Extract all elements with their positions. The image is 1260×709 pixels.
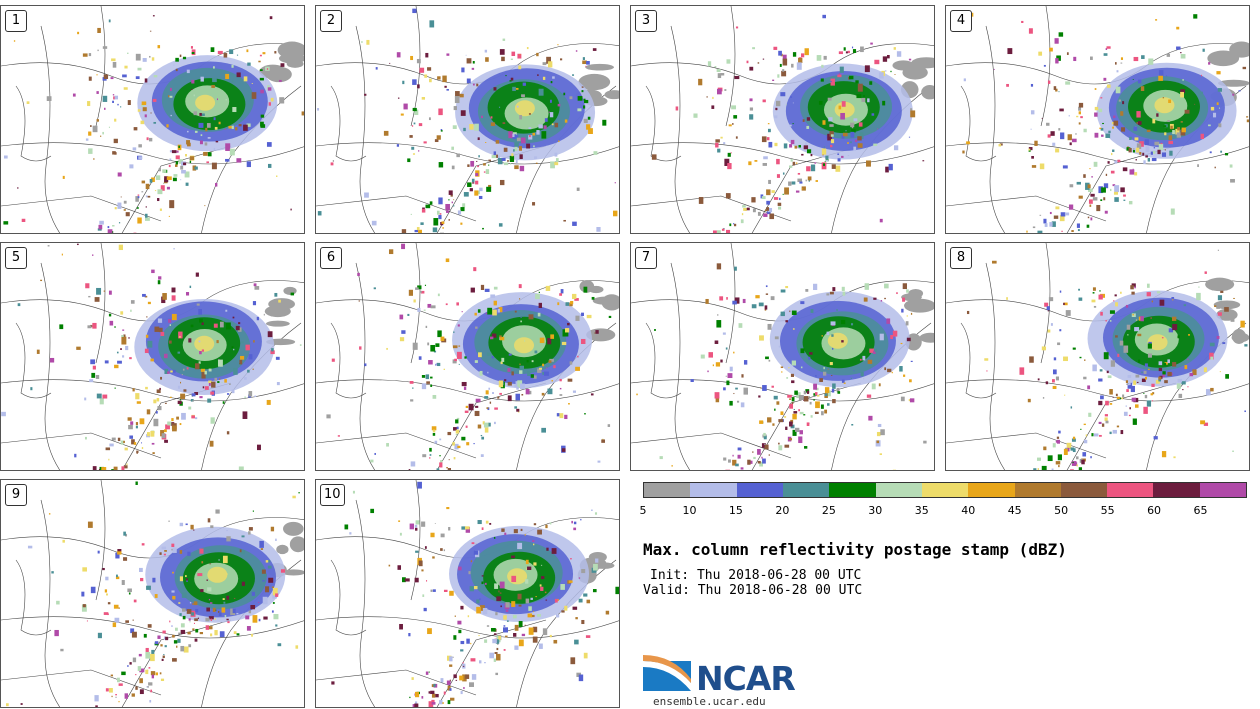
member-panel-10: 10: [315, 479, 620, 708]
reflectivity-map: [1, 480, 304, 707]
colorbar-segment: [921, 483, 969, 497]
reflectivity-map: [316, 243, 619, 470]
panel-label: 6: [320, 247, 342, 269]
member-panel-1: 1: [0, 5, 305, 234]
colorbar-segment: [875, 483, 922, 497]
member-panel-9: 9: [0, 479, 305, 708]
colorbar-tick-label: 65: [1193, 504, 1208, 517]
panel-label: 10: [320, 484, 345, 506]
colorbar-tick-label: 5: [639, 504, 647, 517]
colorbar-segment: [690, 483, 737, 497]
panel-label: 5: [5, 247, 27, 269]
colorbar-ticks: 5 10 15 20 25 30 35 40 45 50 55 60 65: [639, 504, 1247, 518]
member-panel-4: 4: [945, 5, 1250, 234]
panel-label: 3: [635, 10, 657, 32]
colorbar-segment: [644, 483, 691, 497]
ncar-logo-icon: [643, 655, 691, 691]
figure-title: Max. column reflectivity postage stamp (…: [643, 540, 1067, 559]
reflectivity-colorbar: [643, 482, 1247, 498]
reflectivity-map: [631, 6, 934, 233]
panel-label: 9: [5, 484, 27, 506]
reflectivity-map: [631, 243, 934, 470]
colorbar-segment: [736, 483, 783, 497]
colorbar-segment: [1014, 483, 1061, 497]
colorbar-tick-label: 50: [1054, 504, 1069, 517]
colorbar-segment: [968, 483, 1015, 497]
ncar-logo-text: NCAR: [696, 659, 796, 698]
colorbar-segment: [1060, 483, 1108, 497]
reflectivity-map: [1, 6, 304, 233]
reflectivity-map: [946, 6, 1249, 233]
panel-label: 8: [950, 247, 972, 269]
member-panel-3: 3: [630, 5, 935, 234]
colorbar-segment: [1199, 483, 1247, 497]
member-panel-7: 7: [630, 242, 935, 471]
colorbar-segment: [1107, 483, 1154, 497]
site-url: ensemble.ucar.edu: [653, 695, 766, 708]
colorbar-tick-label: 45: [1007, 504, 1022, 517]
reflectivity-map: [946, 243, 1249, 470]
colorbar-tick-label: 30: [868, 504, 883, 517]
colorbar-tick-label: 40: [961, 504, 976, 517]
colorbar-tick-label: 20: [775, 504, 790, 517]
colorbar-segment: [782, 483, 830, 497]
colorbar-segment: [829, 483, 876, 497]
member-panel-2: 2: [315, 5, 620, 234]
colorbar-tick-label: 25: [821, 504, 836, 517]
panel-label: 4: [950, 10, 972, 32]
init-time: Init: Thu 2018-06-28 00 UTC: [650, 568, 862, 583]
member-panel-8: 8: [945, 242, 1250, 471]
reflectivity-map: [1, 243, 304, 470]
panel-label: 2: [320, 10, 342, 32]
colorbar-tick-label: 55: [1100, 504, 1115, 517]
valid-time: Valid: Thu 2018-06-28 00 UTC: [643, 583, 863, 598]
colorbar-tick-label: 10: [682, 504, 697, 517]
panel-label: 7: [635, 247, 657, 269]
reflectivity-map: [316, 480, 619, 707]
colorbar-tick-label: 60: [1147, 504, 1162, 517]
member-panel-6: 6: [315, 242, 620, 471]
panel-label: 1: [5, 10, 27, 32]
member-panel-5: 5: [0, 242, 305, 471]
colorbar-tick-label: 35: [914, 504, 929, 517]
colorbar-tick-label: 15: [728, 504, 743, 517]
reflectivity-map: [316, 6, 619, 233]
colorbar-segment: [1153, 483, 1200, 497]
